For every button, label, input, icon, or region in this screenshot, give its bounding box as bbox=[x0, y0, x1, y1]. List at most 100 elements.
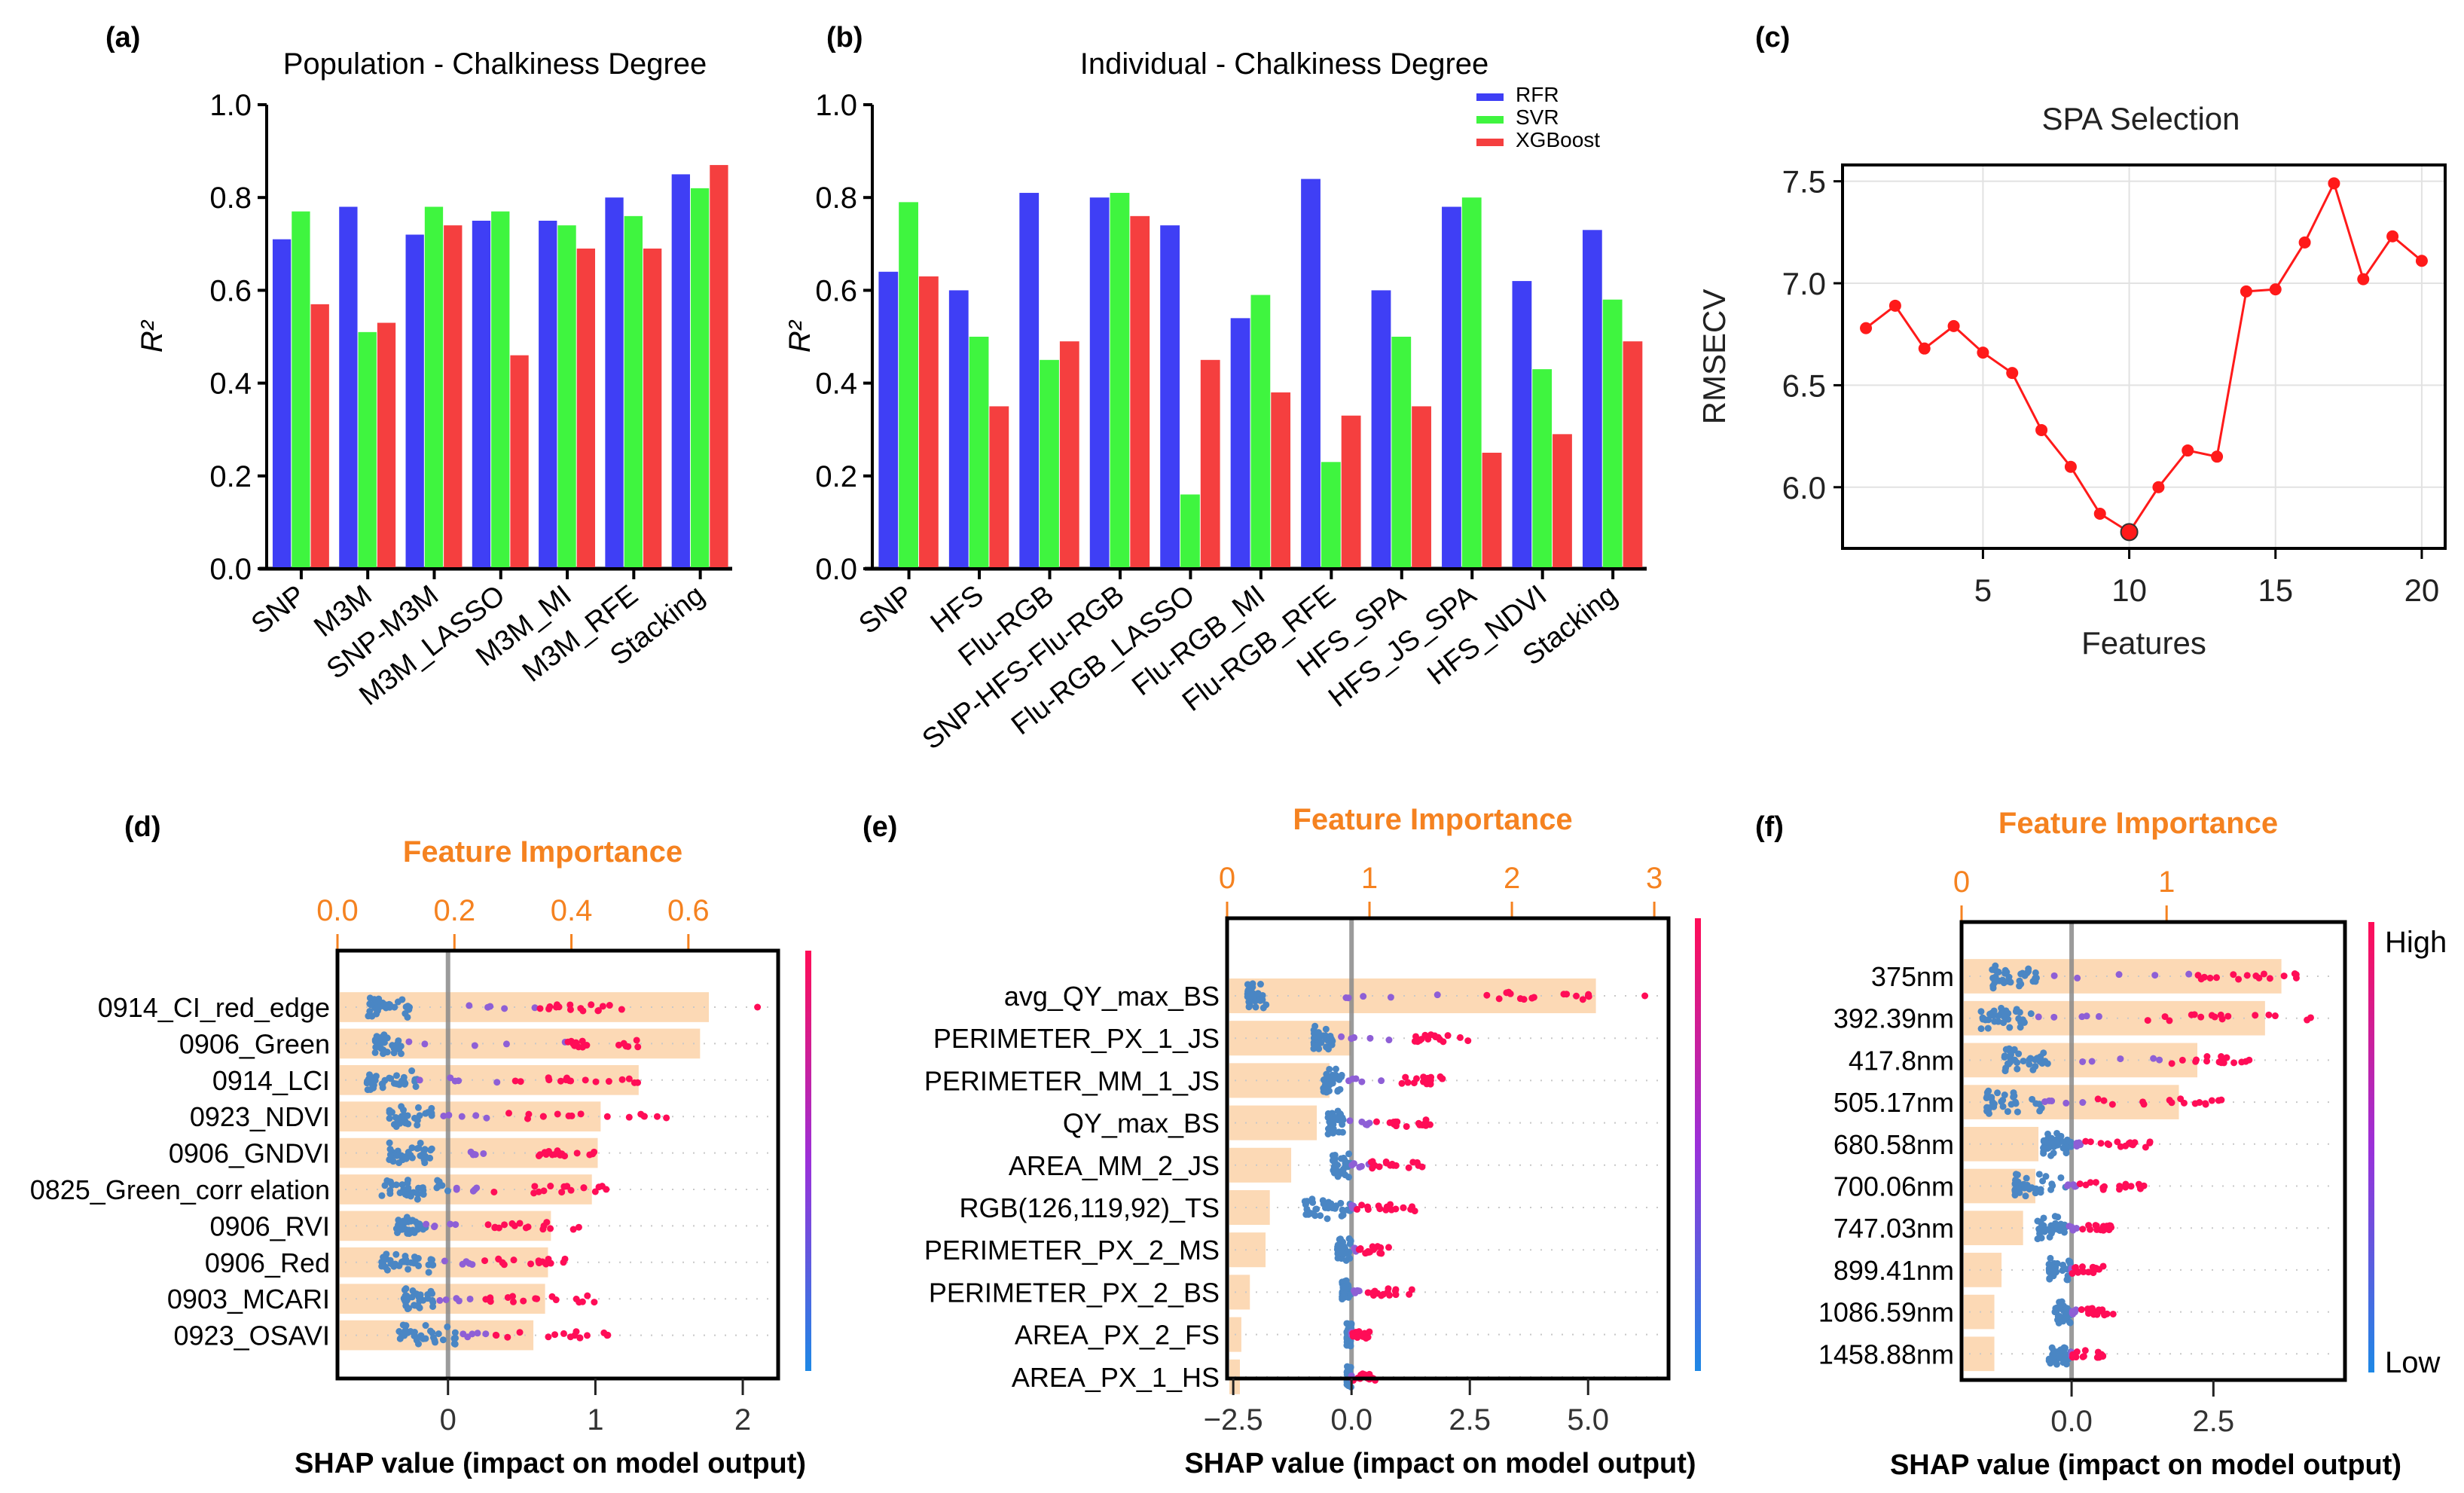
shap-dot-mid bbox=[501, 1005, 508, 1012]
bar-rfr bbox=[472, 221, 491, 567]
shap-dot-low bbox=[2023, 1181, 2031, 1189]
shap-dot-low bbox=[2039, 1177, 2047, 1185]
shap-dot-low bbox=[1995, 968, 2002, 975]
shap-dot-low bbox=[401, 1286, 408, 1293]
shap-dot-high bbox=[1402, 1073, 1409, 1081]
shap-dot-high bbox=[2097, 1140, 2105, 1147]
shap-dot-high bbox=[1411, 1037, 1418, 1045]
shap-dot-mid bbox=[2069, 1181, 2077, 1189]
shap-dot-high bbox=[560, 1330, 567, 1337]
shap-dot-low bbox=[2023, 1174, 2030, 1182]
shap-dot-low bbox=[2008, 1051, 2015, 1058]
shap-dot-low bbox=[380, 1003, 387, 1010]
shap-dot-low bbox=[386, 1146, 394, 1153]
shap-dot-mid bbox=[440, 1112, 447, 1119]
shap-dot-high bbox=[1412, 1075, 1420, 1082]
shap-dot-mid bbox=[487, 1003, 494, 1010]
y-tick-label: 7.0 bbox=[1782, 266, 1826, 301]
data-point bbox=[1977, 347, 1989, 359]
shap-dot-low bbox=[1310, 1045, 1317, 1052]
shap-dot-high bbox=[1363, 1203, 1371, 1211]
shap-dot-low bbox=[398, 1226, 406, 1233]
shap-dot-mid bbox=[2083, 1012, 2090, 1020]
shap-dot-low bbox=[383, 1255, 390, 1262]
x-tick-label: SNP bbox=[246, 579, 311, 640]
shap-dot-mid bbox=[423, 1220, 430, 1228]
shap-dot-high bbox=[2100, 1097, 2108, 1104]
shap-dot-high bbox=[1409, 1203, 1416, 1211]
shap-dot-low bbox=[1346, 1240, 1354, 1247]
shap-dot-high bbox=[2082, 1137, 2090, 1145]
shap-dot-low bbox=[2040, 1144, 2047, 1152]
importance-axis-title: Feature Importance bbox=[1998, 807, 2278, 840]
shap-dot-mid bbox=[1360, 993, 1367, 1000]
data-point bbox=[1888, 299, 1901, 312]
plot-frame bbox=[1959, 920, 2347, 1382]
shap-dot-mid bbox=[2117, 1055, 2124, 1063]
shap-tick-label: 0 bbox=[440, 1403, 456, 1437]
shap-dot-mid bbox=[2151, 972, 2159, 979]
shap-dot-low bbox=[2000, 1019, 2008, 1027]
shap-dot-high bbox=[595, 1183, 603, 1191]
shap-dot-mid bbox=[447, 1220, 454, 1228]
shap-dot-low bbox=[2027, 1010, 2035, 1018]
shap-dot-low bbox=[2066, 1258, 2074, 1266]
shap-dot-high bbox=[547, 1225, 554, 1232]
shap-dot-high bbox=[2084, 1269, 2092, 1276]
shap-dot-high bbox=[492, 1331, 499, 1339]
shap-dot-low bbox=[2007, 979, 2014, 986]
shap-dot-low bbox=[422, 1153, 429, 1160]
shap-dot-mid bbox=[1378, 1077, 1385, 1085]
legend-label: XGBoost bbox=[1516, 128, 1600, 151]
shap-dot-low bbox=[366, 1007, 374, 1015]
shap-dot-low bbox=[422, 1110, 429, 1117]
feature-label: 0906_Red bbox=[205, 1247, 330, 1278]
shap-dot-mid bbox=[493, 1079, 501, 1086]
shap-dot-low bbox=[386, 1139, 393, 1146]
bar-svr bbox=[969, 337, 989, 567]
feature-label: RGB(126,119,92)_TS bbox=[959, 1192, 1220, 1223]
shap-dot-low bbox=[2027, 1055, 2035, 1062]
shap-dot-low bbox=[1334, 1107, 1342, 1115]
shap-dot-high bbox=[2082, 1181, 2090, 1189]
shap-dot-mid bbox=[483, 1114, 490, 1122]
shap-dot-high bbox=[1376, 1205, 1384, 1213]
shap-dot-low bbox=[1991, 975, 1998, 982]
shap-dot-high bbox=[1398, 1079, 1406, 1087]
shap-dot-low bbox=[404, 1112, 411, 1119]
shap-dot-mid bbox=[2185, 970, 2193, 978]
shap-dot-high bbox=[618, 1076, 626, 1083]
y-axis-label: RMSECV bbox=[1696, 289, 1732, 425]
shap-dot-low bbox=[435, 1330, 442, 1338]
feature-label: 0906_Green bbox=[179, 1028, 330, 1059]
shap-dot-high bbox=[1573, 992, 1580, 1000]
shap-dot-low bbox=[414, 1122, 421, 1129]
panel-a: (a) Population - Chalkiness Degree 0.0 0.2 0… bbox=[105, 22, 732, 712]
shap-dot-mid bbox=[2041, 1098, 2049, 1106]
shap-dot-high bbox=[576, 1299, 583, 1306]
shap-dot-high bbox=[509, 1298, 517, 1305]
shap-dot-low bbox=[378, 1192, 386, 1199]
feature-label: 0906_RVI bbox=[210, 1211, 330, 1241]
shap-dot-low bbox=[420, 1191, 427, 1198]
shap-dot-low bbox=[1324, 1073, 1332, 1081]
colorbar-high-label: High bbox=[2385, 926, 2447, 959]
shap-dot-low bbox=[2058, 1298, 2066, 1305]
shap-dot-high bbox=[1388, 1160, 1396, 1168]
shap-dot-low bbox=[1344, 1206, 1351, 1214]
shap-dot-low bbox=[405, 1305, 413, 1312]
shap-dot-low bbox=[371, 1076, 379, 1084]
feature-label: 0903_MCARI bbox=[167, 1284, 330, 1314]
shap-dot-low bbox=[426, 1327, 434, 1335]
shap-dot-low bbox=[2014, 1065, 2021, 1073]
shap-dot-mid bbox=[466, 1295, 474, 1302]
shap-dot-low bbox=[1977, 1025, 1985, 1033]
shap-dot-high bbox=[583, 1042, 591, 1049]
shap-dot-low bbox=[1989, 982, 1997, 990]
shap-dot-high bbox=[2280, 972, 2288, 980]
shap-dot-mid bbox=[2156, 1056, 2163, 1064]
shap-tick-label: 1 bbox=[587, 1403, 603, 1437]
shap-dot-low bbox=[1317, 1039, 1325, 1046]
bar-rfr bbox=[339, 206, 358, 567]
